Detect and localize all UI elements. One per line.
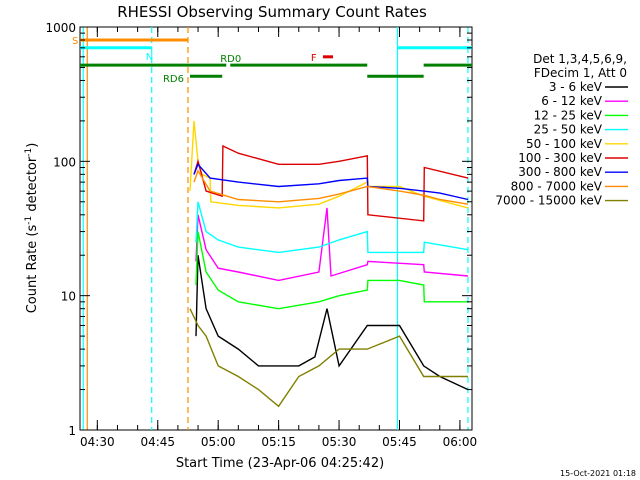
series-line (189, 308, 468, 408)
x-tick-label: 05:15 (261, 435, 296, 449)
legend-header-2: FDecim 1, Att 0 (534, 66, 627, 80)
y-tick-label: 1000 (45, 21, 76, 35)
legend-label: 3 - 6 keV (549, 80, 603, 94)
legend-label: 12 - 25 keV (534, 108, 603, 122)
series-lines (189, 120, 469, 408)
y-axis-label-sup2: -1 (24, 148, 34, 157)
y-tick-label: 1 (68, 424, 76, 438)
legend: Det 1,3,4,5,6,9, FDecim 1, Att 0 3 - 6 k… (495, 52, 628, 208)
x-tick-label: 05:45 (382, 435, 417, 449)
legend-label: 300 - 800 keV (518, 165, 602, 179)
legend-label: 25 - 50 keV (534, 123, 603, 137)
x-tick-label: 04:30 (80, 435, 115, 449)
vertical-markers (82, 27, 469, 430)
series-line (193, 162, 469, 201)
status-bar-label: S (72, 36, 78, 47)
y-tick-label: 10 (61, 290, 76, 304)
legend-label: 50 - 100 keV (526, 137, 603, 151)
chart-title: RHESSI Observing Summary Count Rates (117, 3, 427, 21)
status-bar-label: N (146, 52, 153, 63)
legend-label: 100 - 300 keV (518, 151, 602, 165)
plot-area: S N F RD0 RD6 (72, 26, 473, 431)
y-axis-label-end: ) (25, 143, 40, 148)
x-axis-label: Start Time (23-Apr-06 04:25:42) (176, 456, 384, 471)
y-axis-label-post: detector (25, 156, 40, 216)
footer-date: 15-Oct-2021 01:18 (560, 469, 636, 478)
status-bar-label: RD6 (163, 74, 184, 85)
legend-label: 6 - 12 keV (541, 94, 603, 108)
series-line (195, 207, 469, 282)
x-tick-label: 05:00 (201, 435, 236, 449)
series-line (189, 120, 469, 209)
series-line (193, 144, 469, 222)
series-line (195, 231, 468, 310)
x-tick-label: 05:30 (322, 435, 357, 449)
status-bar-label: F (311, 53, 317, 64)
status-bar-label: RD0 (220, 54, 241, 65)
legend-label: 800 - 7000 keV (511, 179, 603, 193)
status-bars: S N F RD0 RD6 (72, 36, 472, 85)
y-tick-label: 100 (53, 155, 76, 169)
legend-label: 7000 - 15000 keV (495, 194, 602, 208)
x-tick-label: 06:00 (443, 435, 478, 449)
x-tick-label: 04:45 (140, 435, 175, 449)
legend-header-1: Det 1,3,4,5,6,9, (533, 52, 627, 66)
series-line (195, 201, 469, 254)
y-axis-label-pre: Count Rate (s (25, 225, 40, 314)
y-axis-label-sup: -1 (24, 216, 34, 225)
x-axis: 04:30 04:45 05:00 05:15 05:30 05:45 06:00 (80, 27, 477, 449)
series-line (195, 255, 469, 391)
y-axis: 1 10 100 1000 (45, 21, 472, 438)
series-line (193, 169, 469, 205)
plot-frame (79, 26, 473, 431)
y-axis-label: Count Rate (s-1 detector-1) (24, 143, 40, 314)
